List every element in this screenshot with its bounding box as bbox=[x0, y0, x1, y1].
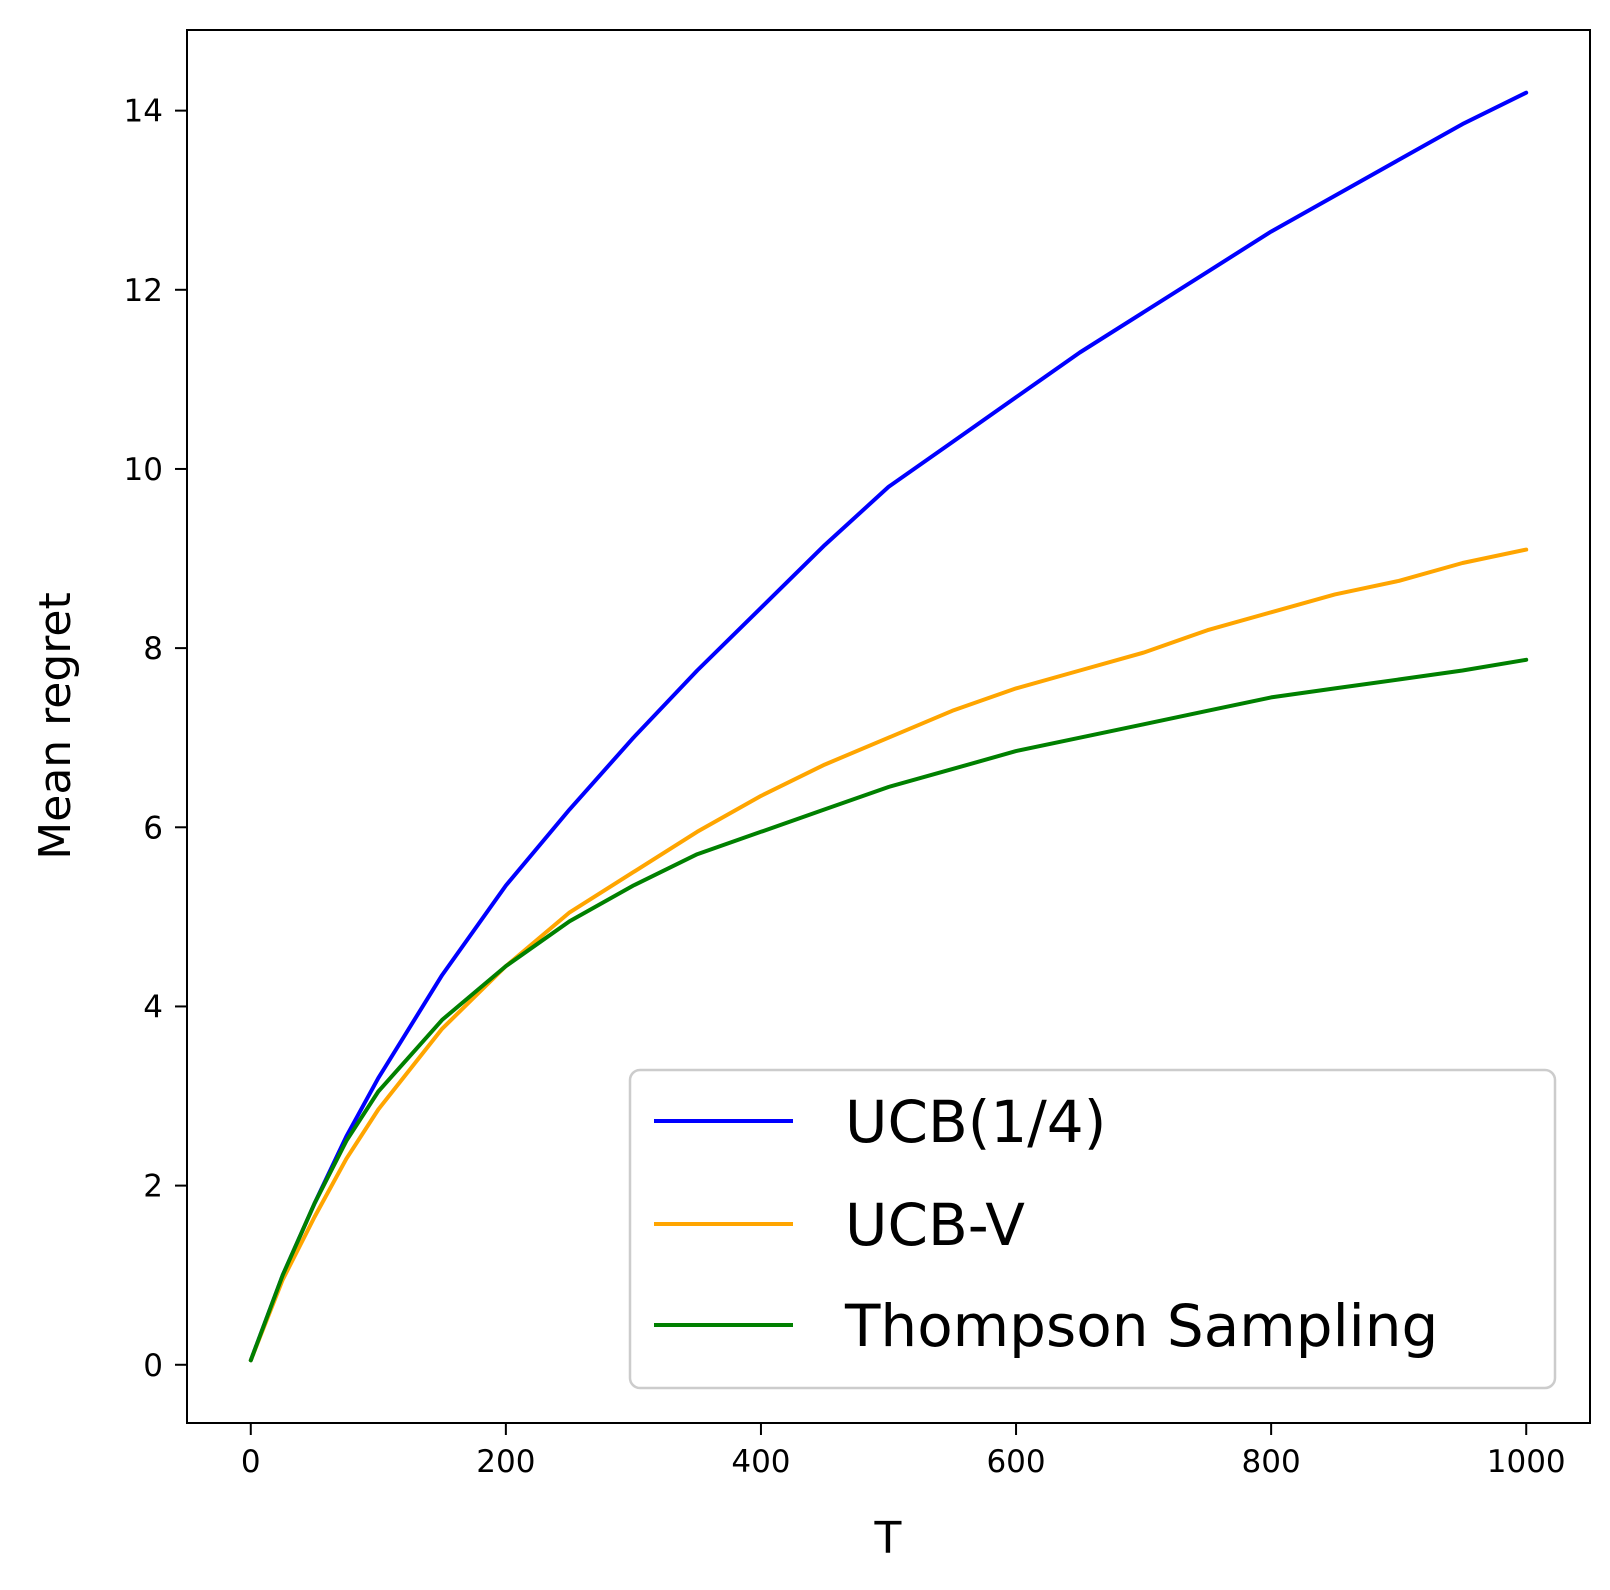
x-axis-label: T bbox=[874, 1513, 902, 1564]
legend-label-2: Thompson Sampling bbox=[844, 1292, 1438, 1360]
y-axis-label: Mean regret bbox=[30, 592, 81, 859]
x-tick-label: 200 bbox=[476, 1444, 535, 1480]
ticks-layer: 0 200 400 600 800 1000 0 2 4 6 8 10 12 14 bbox=[124, 94, 1566, 1480]
x-tick-label: 600 bbox=[986, 1444, 1045, 1480]
legend-box bbox=[628, 1068, 1557, 1390]
plot-frame bbox=[186, 29, 1591, 1424]
series-line-1 bbox=[248, 547, 1529, 1363]
y-tick-label: 0 bbox=[143, 1348, 163, 1384]
series-line-2 bbox=[248, 657, 1529, 1363]
legend-label-1: UCB-V bbox=[845, 1191, 1025, 1259]
y-tick-label: 2 bbox=[143, 1169, 163, 1205]
y-tick-label: 6 bbox=[143, 810, 163, 846]
y-tick-label: 14 bbox=[124, 94, 163, 130]
legend: UCB(1/4) UCB-V Thompson Sampling bbox=[628, 1068, 1557, 1390]
x-tick-label: 1000 bbox=[1487, 1444, 1566, 1480]
legend-label-0: UCB(1/4) bbox=[845, 1088, 1106, 1156]
x-tick-label: 400 bbox=[731, 1444, 790, 1480]
y-tick-label: 4 bbox=[143, 989, 163, 1025]
y-tick-label: 8 bbox=[143, 631, 163, 667]
y-tick-label: 10 bbox=[124, 452, 163, 488]
x-tick-label: 0 bbox=[241, 1444, 261, 1480]
series-line-0 bbox=[248, 90, 1529, 1363]
x-tick-label: 800 bbox=[1242, 1444, 1301, 1480]
y-tick-label: 12 bbox=[124, 273, 163, 309]
series-layer bbox=[248, 90, 1529, 1363]
